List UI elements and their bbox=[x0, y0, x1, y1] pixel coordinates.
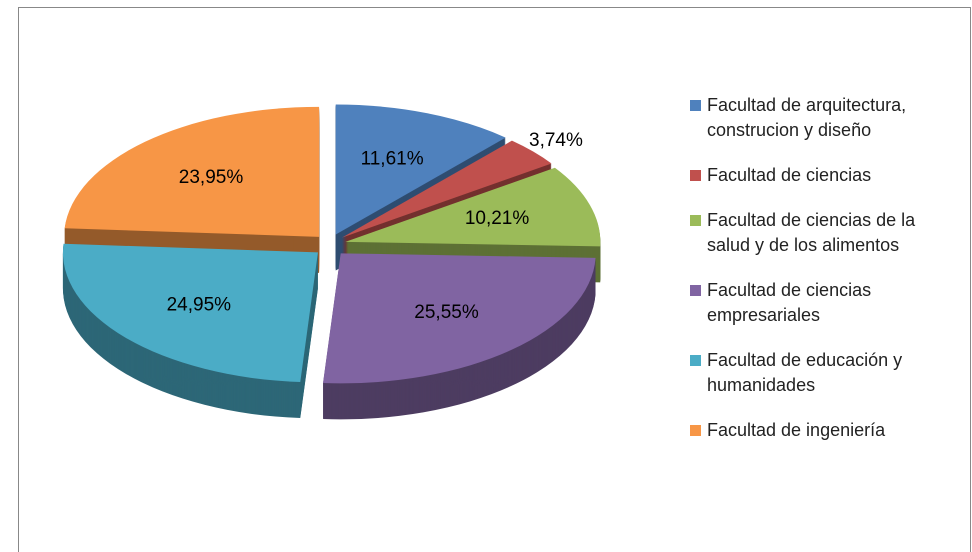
legend-swatch bbox=[690, 285, 701, 296]
slice bbox=[341, 140, 552, 238]
legend-swatch bbox=[690, 425, 701, 436]
legend-item: Facultad de ciencias bbox=[690, 163, 960, 188]
legend-item: Facultad de ingeniería bbox=[690, 418, 960, 443]
slice bbox=[62, 243, 318, 383]
legend-label: Facultad de educación y humanidades bbox=[707, 350, 903, 395]
legend: Facultad de arquitectura, construcion y … bbox=[690, 93, 960, 443]
data-label: 24,95% bbox=[167, 294, 232, 315]
legend-label: Facultad de ciencias de la salud y de lo… bbox=[707, 210, 916, 255]
legend-item: Facultad de ciencias de la salud y de lo… bbox=[690, 208, 960, 258]
slice bbox=[323, 253, 596, 384]
legend-label: Facultad de ciencias empresariales bbox=[707, 280, 872, 325]
data-label: 3,74% bbox=[529, 130, 583, 151]
legend-swatch bbox=[690, 170, 701, 181]
slice bbox=[345, 167, 601, 247]
legend-swatch bbox=[690, 215, 701, 226]
data-label: 23,95% bbox=[179, 167, 244, 188]
legend-item: Facultad de ciencias empresariales bbox=[690, 278, 960, 328]
data-label: 11,61% bbox=[361, 148, 424, 169]
legend-label: Facultad de arquitectura, construcion y … bbox=[707, 95, 907, 140]
data-label: 25,55% bbox=[414, 302, 479, 323]
slice bbox=[64, 106, 320, 237]
slice bbox=[335, 104, 506, 235]
legend-swatch bbox=[690, 355, 701, 366]
legend-item: Facultad de arquitectura, construcion y … bbox=[690, 93, 960, 143]
data-label: 10,21% bbox=[465, 208, 530, 229]
legend-label: Facultad de ingeniería bbox=[707, 420, 886, 440]
legend-item: Facultad de educación y humanidades bbox=[690, 348, 960, 398]
legend-swatch bbox=[690, 100, 701, 111]
legend-label: Facultad de ciencias bbox=[707, 165, 872, 185]
